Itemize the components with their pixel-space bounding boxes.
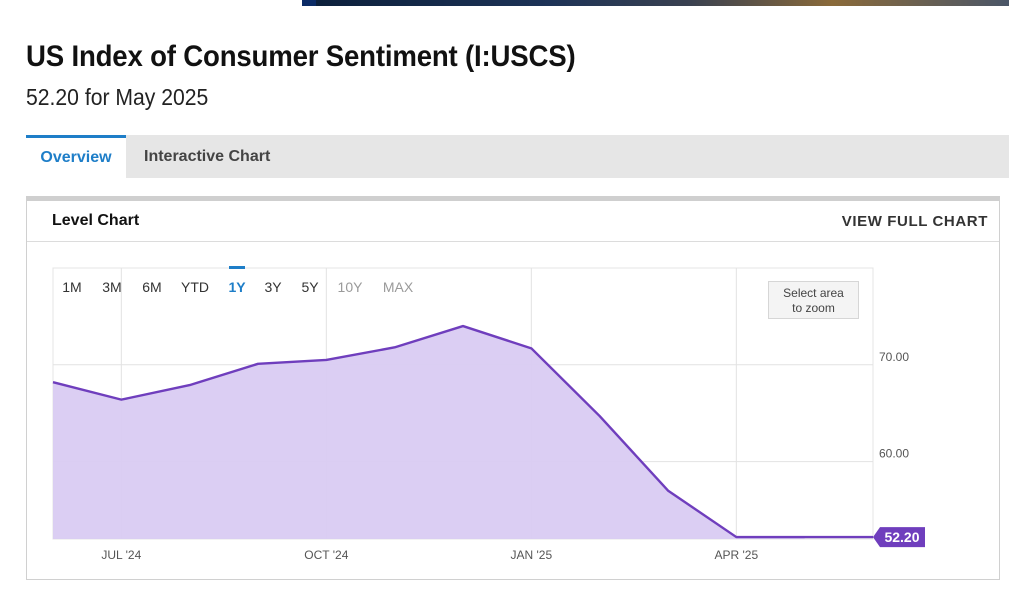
view-full-chart-link[interactable]: VIEW FULL CHART bbox=[841, 213, 988, 230]
range-button-5y[interactable]: 5Y bbox=[301, 279, 319, 295]
zoom-hint: Select area to zoom bbox=[768, 281, 859, 319]
range-button-1m[interactable]: 1M bbox=[62, 279, 81, 295]
range-button-10y: 10Y bbox=[338, 279, 364, 295]
last-value-badge bbox=[873, 527, 925, 548]
tab-interactive-chart[interactable]: Interactive Chart bbox=[144, 148, 271, 165]
last-value-label: 52.20 bbox=[884, 529, 919, 545]
range-button-max: MAX bbox=[383, 279, 414, 295]
panel-header: Level Chart VIEW FULL CHART bbox=[27, 201, 999, 242]
series-area bbox=[53, 326, 805, 539]
zoom-hint-line1: Select area bbox=[783, 286, 844, 300]
range-button-1y[interactable]: 1Y bbox=[228, 279, 246, 295]
top-banner bbox=[0, 0, 1009, 6]
zoom-hint-line2: to zoom bbox=[792, 301, 835, 315]
x-tick-label: OCT '24 bbox=[304, 548, 348, 562]
tab-overview[interactable]: Overview bbox=[26, 135, 126, 178]
x-tick-label: APR '25 bbox=[715, 548, 759, 562]
range-button-3m[interactable]: 3M bbox=[102, 279, 121, 295]
page-subtitle: 52.20 for May 2025 bbox=[26, 84, 209, 110]
range-button-ytd[interactable]: YTD bbox=[181, 279, 209, 295]
tab-bar: Overview Interactive Chart bbox=[26, 135, 1009, 178]
banner-edge bbox=[302, 0, 316, 6]
y-tick-label: 70.00 bbox=[879, 350, 909, 364]
page-title: US Index of Consumer Sentiment (I:USCS) bbox=[26, 40, 576, 73]
banner-image bbox=[302, 0, 1009, 6]
y-tick-label: 60.00 bbox=[879, 447, 909, 461]
x-tick-label: JUL '24 bbox=[101, 548, 141, 562]
range-button-3y[interactable]: 3Y bbox=[264, 279, 282, 295]
range-active-indicator bbox=[229, 266, 245, 269]
x-tick-label: JAN '25 bbox=[511, 548, 553, 562]
range-button-6m[interactable]: 6M bbox=[142, 279, 161, 295]
panel-title: Level Chart bbox=[52, 212, 140, 229]
